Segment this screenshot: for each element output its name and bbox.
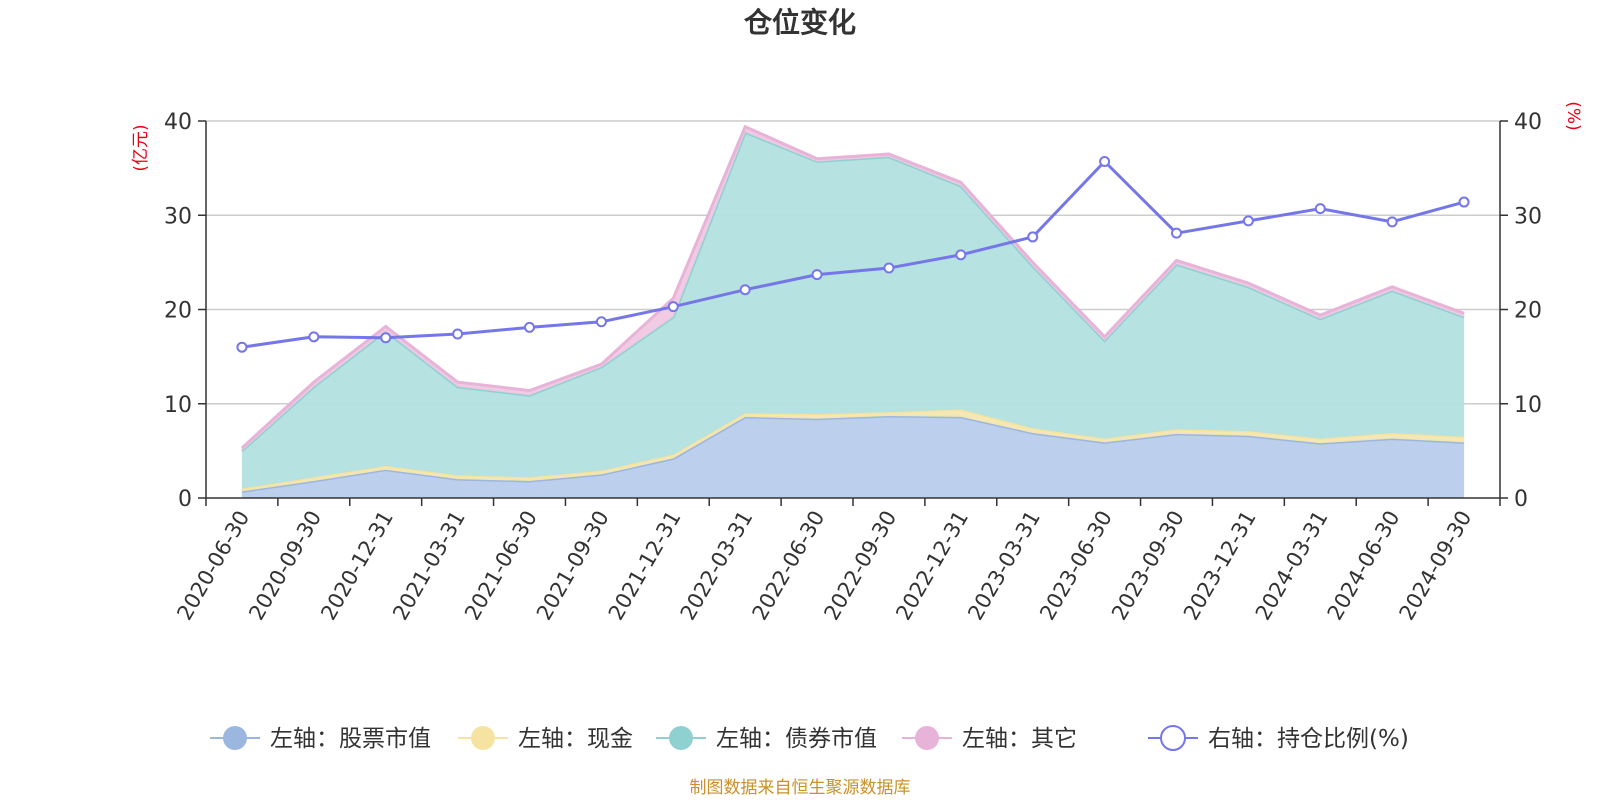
right-axis-tick-label: 30 <box>1514 204 1542 229</box>
line-point[interactable] <box>1171 227 1182 239</box>
line-point[interactable] <box>739 284 751 296</box>
x-axis-tick-label: 2022-03-31 <box>676 507 758 625</box>
line-point[interactable] <box>811 269 823 281</box>
data-source-note: 制图数据来自恒生聚源数据库 <box>690 778 911 798</box>
x-axis-tick-label: 2020-12-31 <box>316 507 398 625</box>
line-layer <box>236 156 1470 353</box>
legend-item-3[interactable]: 左轴：其它 <box>902 726 1077 752</box>
legend-item-1[interactable]: 左轴：现金 <box>458 726 633 752</box>
legend-marker <box>669 726 693 750</box>
line-point[interactable] <box>1242 215 1254 227</box>
line-point[interactable] <box>1314 203 1326 215</box>
legend-item-4[interactable]: 右轴：持仓比例(%) <box>1148 725 1409 752</box>
line-point[interactable] <box>667 301 679 313</box>
line-point[interactable] <box>1027 231 1039 243</box>
legend-item-0[interactable]: 左轴：股票市值 <box>210 726 431 752</box>
chart-title: 仓位变化 <box>744 6 856 39</box>
right-axis-tick-label: 10 <box>1514 393 1542 418</box>
left-axis-unit: (亿元) <box>131 124 151 171</box>
line-point[interactable] <box>1458 196 1470 208</box>
line-point[interactable] <box>236 341 248 353</box>
line-point[interactable] <box>524 321 535 333</box>
legend-marker <box>1160 725 1186 751</box>
x-axis-tick-label: 2024-06-30 <box>1323 507 1405 625</box>
line-point[interactable] <box>452 328 464 340</box>
legend-item-2[interactable]: 左轴：债券市值 <box>656 726 877 752</box>
x-axis-tick-label: 2021-12-31 <box>604 507 686 625</box>
x-axis-tick-label: 2020-09-30 <box>244 507 326 625</box>
x-axis-tick-label: 2022-09-30 <box>819 507 901 625</box>
left-axis-tick-label: 0 <box>178 487 192 512</box>
x-axis-tick-label: 2023-09-30 <box>1107 507 1189 625</box>
line-point[interactable] <box>883 262 895 274</box>
x-axis-tick-label: 2020-06-30 <box>172 507 254 625</box>
left-axis-tick-label: 20 <box>164 299 192 324</box>
x-axis-tick-label: 2023-12-31 <box>1179 507 1261 625</box>
legend-label: 左轴：其它 <box>962 726 1077 752</box>
left-axis-tick-label: 10 <box>164 393 192 418</box>
x-axis-tick-label: 2021-06-30 <box>460 507 542 625</box>
area-edge-左轴：其它 <box>240 124 1465 450</box>
x-axis-tick-label: 2021-09-30 <box>532 507 614 625</box>
left-axis-tick-label: 40 <box>164 110 192 135</box>
x-axis-tick-label: 2021-03-31 <box>388 506 470 624</box>
legend[interactable]: 左轴：股票市值 左轴：现金 左轴：债券市值 左轴：其它 右轴：持仓比例(%) <box>210 725 1409 752</box>
right-axis-unit: (%) <box>1563 101 1583 130</box>
legend-label: 左轴：现金 <box>518 726 633 752</box>
line-point[interactable] <box>380 332 392 344</box>
legend-marker <box>915 726 939 750</box>
line-point[interactable] <box>1099 156 1111 168</box>
right-axis-tick-label: 20 <box>1514 299 1542 324</box>
line-point[interactable] <box>955 249 967 261</box>
x-axis-tick-label: 2023-06-30 <box>1035 507 1117 625</box>
line-point[interactable] <box>595 316 607 328</box>
line-point[interactable] <box>1386 216 1398 228</box>
x-axis-tick-label: 2022-06-30 <box>748 507 830 625</box>
area-layer <box>240 124 1465 498</box>
x-axis-tick-label: 2024-03-31 <box>1251 507 1333 625</box>
legend-label: 左轴：股票市值 <box>270 726 431 752</box>
x-axis-tick-label: 2022-12-31 <box>891 506 973 624</box>
right-axis-tick-label: 40 <box>1514 110 1542 135</box>
line-point[interactable] <box>308 331 320 343</box>
legend-label: 左轴：债券市值 <box>716 726 877 752</box>
legend-marker <box>223 726 247 750</box>
x-axis-tick-label: 2023-03-31 <box>963 507 1045 625</box>
left-axis-tick-label: 30 <box>164 204 192 229</box>
right-axis-tick-label: 0 <box>1514 487 1528 512</box>
line-右轴：持仓比例(%) <box>241 159 1465 349</box>
legend-label: 右轴：持仓比例(%) <box>1208 726 1409 752</box>
legend-marker <box>471 726 495 750</box>
area-左轴：债券市值 <box>241 132 1465 489</box>
x-axis-tick-label: 2024-09-30 <box>1395 507 1477 625</box>
